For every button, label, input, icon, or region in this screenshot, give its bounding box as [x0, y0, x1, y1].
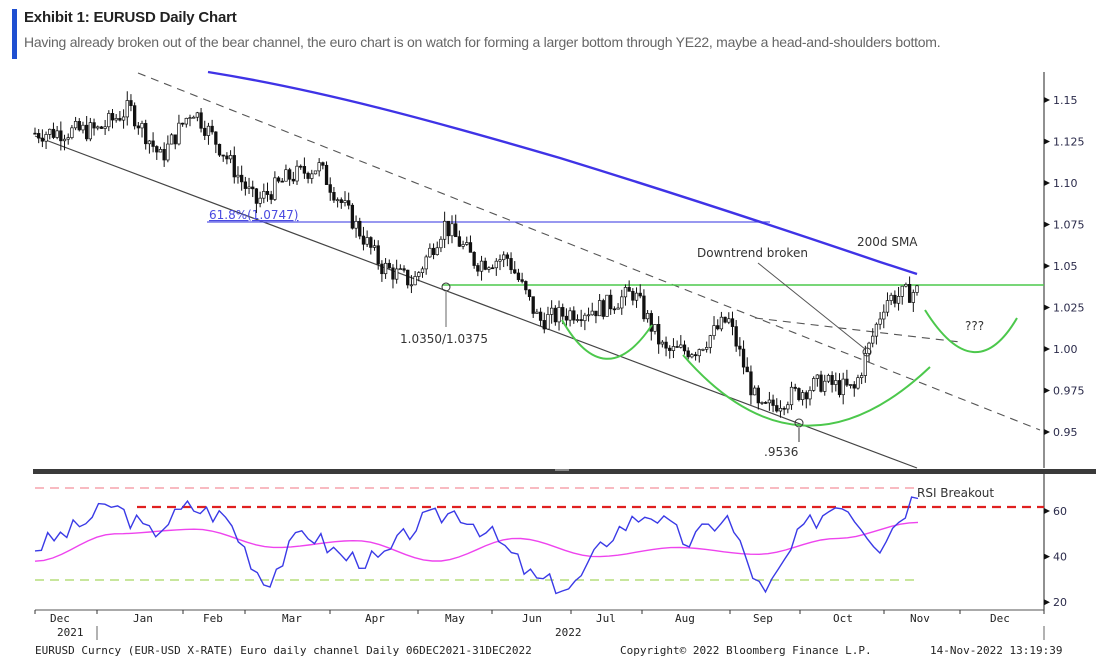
rsi-tick-label: 60 — [1053, 505, 1067, 518]
question-label: ??? — [965, 319, 984, 333]
y-tick-label: 0.95 — [1053, 426, 1078, 439]
year-2021: 2021 — [57, 626, 84, 639]
x-tick-label: Nov — [910, 612, 930, 625]
right-shoulder-arc — [924, 309, 1018, 354]
downtrend-label: Downtrend broken — [697, 246, 808, 260]
breakout-marker — [862, 347, 872, 357]
x-tick-label: Jul — [596, 612, 616, 625]
y-tick-label: 1.125 — [1053, 136, 1085, 149]
head-arc — [682, 354, 931, 427]
x-tick-label: May — [445, 612, 465, 625]
bear-channel-lower — [34, 135, 918, 469]
y-tick-label: 1.05 — [1053, 260, 1078, 273]
left-shoulder-arc — [561, 319, 653, 360]
x-tick-label: Mar — [282, 612, 302, 625]
x-tick-label: Feb — [203, 612, 223, 625]
x-tick-label: Apr — [365, 612, 385, 625]
y-tick-label: 1.00 — [1053, 343, 1078, 356]
sma-label: 200d SMA — [857, 235, 918, 249]
chart-title: Exhibit 1: EURUSD Daily Chart — [24, 9, 237, 26]
sma-200-line — [207, 70, 918, 276]
fib-label: 61.8%(1.0747) — [209, 208, 298, 222]
bear-channel-upper — [137, 72, 1041, 431]
y-tick-label: 1.10 — [1053, 177, 1078, 190]
x-tick-label: Dec — [50, 612, 70, 625]
x-tick-label: Aug — [675, 612, 695, 625]
y-tick-label: 1.075 — [1053, 219, 1085, 232]
support-marker — [441, 282, 451, 292]
x-tick-label: Jun — [522, 612, 542, 625]
footer-series: EURUSD Curncy (EUR-USD X-RATE) Euro dail… — [35, 644, 532, 657]
rsi-y-axis: 60 40 20 — [1043, 474, 1067, 610]
y-tick-label: 0.975 — [1053, 385, 1085, 398]
footer-copyright: Copyright© 2022 Bloomberg Finance L.P. — [620, 644, 872, 657]
y-tick-label: 1.15 — [1053, 94, 1078, 107]
footer-timestamp: 14-Nov-2022 13:19:39 — [930, 644, 1062, 657]
rsi-breakout-label: RSI Breakout — [917, 486, 994, 500]
x-tick-label: Dec — [990, 612, 1010, 625]
chart-subtitle: Having already broken out of the bear ch… — [24, 34, 941, 50]
x-tick-label: Sep — [753, 612, 773, 625]
short-downtrend — [754, 317, 961, 343]
rsi-tick-label: 20 — [1053, 596, 1067, 609]
y-tick-label: 1.025 — [1053, 302, 1085, 315]
rsi-tick-label: 40 — [1053, 551, 1067, 564]
panel-divider — [33, 469, 1096, 474]
rsi-line — [34, 496, 919, 595]
rsi-ma-line — [34, 521, 919, 562]
x-tick-label: Oct — [833, 612, 853, 625]
price-candles — [33, 91, 919, 418]
low-label: .9536 — [764, 445, 798, 459]
x-axis: Dec Jan Feb Mar Apr May Jun Jul Aug Sep Oct Nov Dec — [34, 609, 1045, 625]
x-tick-label: Jan — [133, 612, 153, 625]
header-accent-bar — [12, 9, 17, 59]
year-2022: 2022 — [555, 626, 582, 639]
price-y-axis: 1.15 1.125 1.10 1.075 1.05 1.025 1.00 0.975 0.95 — [1043, 72, 1085, 468]
low-marker — [794, 418, 804, 428]
support-label: 1.0350/1.0375 — [400, 332, 488, 346]
